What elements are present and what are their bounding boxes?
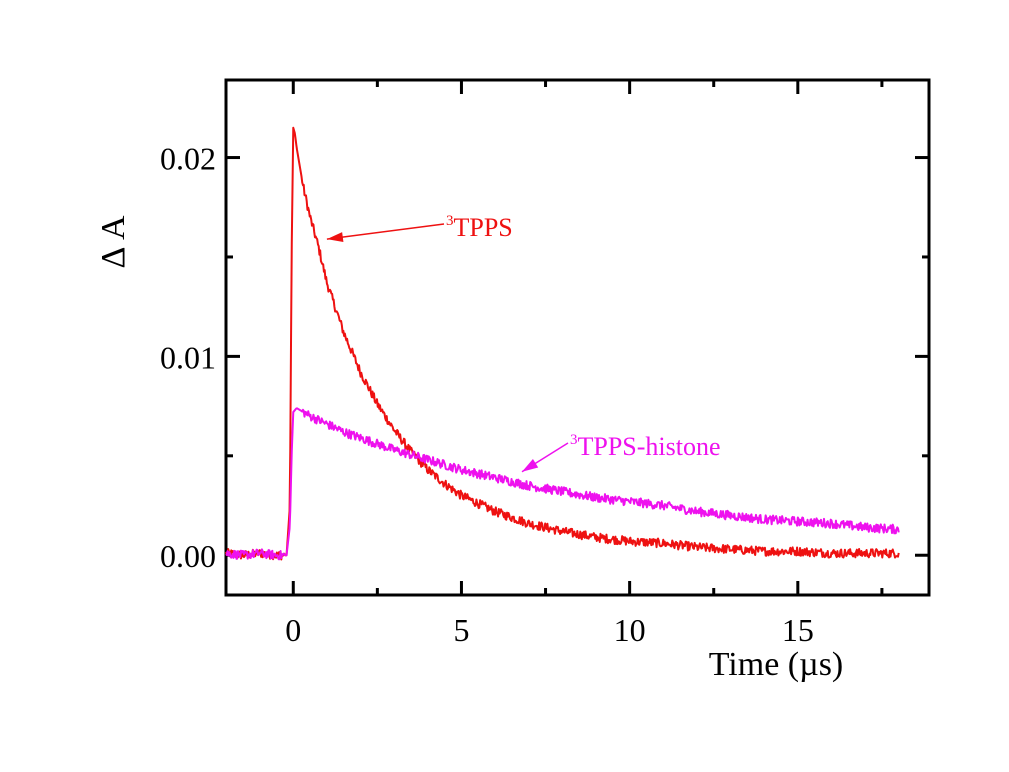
plot-frame — [224, 78, 931, 597]
x-tick-label: 0 — [285, 612, 301, 648]
annotation-label: 3TPPS-histone — [570, 432, 721, 461]
x-tick-label: 5 — [453, 612, 469, 648]
y-axis-label: Δ A — [95, 215, 132, 268]
annotation-tpps: 3TPPS — [326, 213, 513, 242]
annotation-label: 3TPPS — [446, 213, 513, 242]
annotation-arrow-head — [522, 459, 539, 472]
y-tick-label: 0.01 — [160, 339, 216, 375]
annotation-arrow-head — [326, 232, 344, 242]
x-tick-label: 15 — [782, 612, 814, 648]
series-layer — [225, 126, 900, 561]
x-tick-label: 10 — [614, 612, 646, 648]
annotation-arrow-line — [326, 223, 445, 240]
y-tick-labels: 0.00 0.01 0.02 — [160, 141, 216, 575]
annotation-tpps-histone: 3TPPS-histone — [521, 432, 721, 473]
series-line-tpps — [225, 126, 900, 561]
axis-ticks — [226, 80, 929, 595]
x-tick-labels: 0 5 10 15 — [285, 612, 814, 648]
y-tick-label: 0.00 — [160, 538, 216, 574]
x-axis-label: Time (µs) — [709, 646, 844, 683]
y-tick-label: 0.02 — [160, 141, 216, 177]
series-line-tpps-histone — [225, 407, 900, 561]
annotation-layer: 3TPPS 3TPPS-histone — [326, 213, 721, 473]
